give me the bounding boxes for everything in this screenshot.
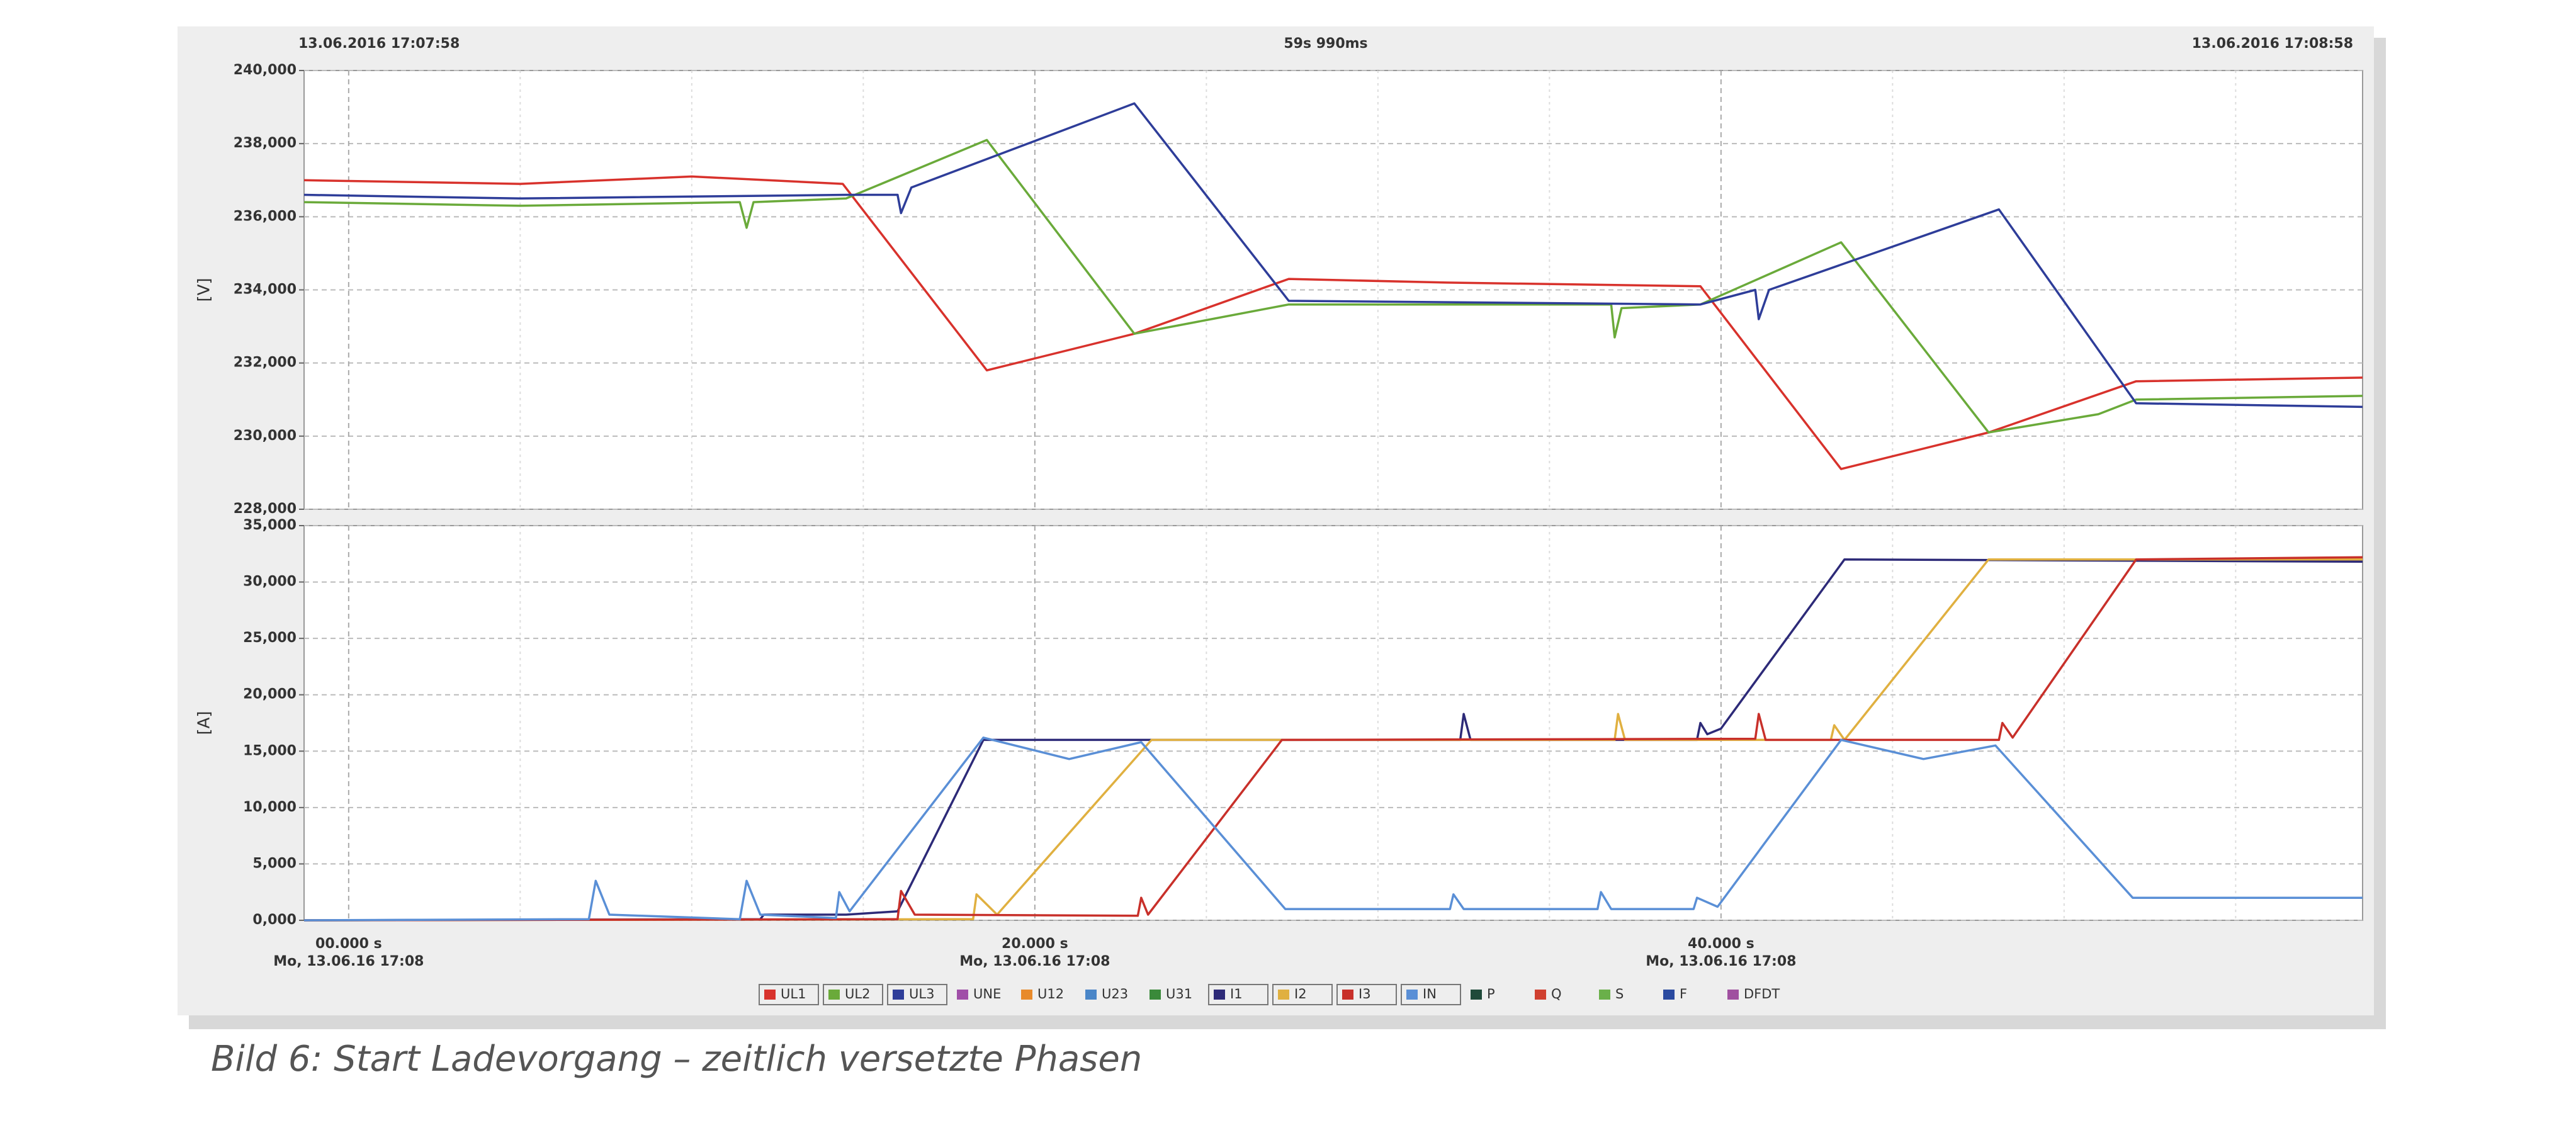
legend-label: UNE [973,986,1001,1002]
x-tick-date: Mo, 13.06.16 17:08 [959,954,1110,969]
legend-swatch [1342,990,1353,1000]
data-line [303,102,2363,409]
y-tick-label: 10,000 [243,799,297,815]
legend-swatch [893,990,904,1000]
legend-swatch [1535,990,1546,1000]
y-tick-label: 15,000 [243,743,297,759]
y-tick-label: 25,000 [243,630,297,646]
legend-swatch [1471,990,1482,1000]
legend-swatch [1663,990,1675,1000]
legend-label: I1 [1230,986,1243,1002]
x-tick-date: Mo, 13.06.16 17:08 [273,954,424,969]
legend-swatch [957,990,968,1000]
legend-swatch [1406,990,1418,1000]
legend-label: U23 [1102,986,1128,1002]
legend-box [1272,984,1333,1005]
data-line [303,736,2363,922]
legend-swatch [1214,990,1225,1000]
legend-label: IN [1423,986,1437,1002]
legend-label: F [1680,986,1687,1002]
legend-swatch [1085,990,1097,1000]
data-line [303,556,2363,922]
duration: 59s 990ms [1284,36,1367,52]
legend-swatch [828,990,840,1000]
x-tick-label: 40.000 s [1688,936,1754,952]
legend-swatch [1599,990,1610,1000]
legend-label: DFDT [1744,986,1780,1002]
y-tick-label: 238,000 [234,135,297,151]
legend-swatch [1021,990,1032,1000]
legend-swatch [1150,990,1161,1000]
legend-label: UL3 [909,986,934,1002]
legend-box [887,984,947,1005]
legend-label: U12 [1037,986,1064,1002]
caption: Bild 6: Start Ladevorgang – zeitlich ver… [211,1039,1142,1080]
legend-label: P [1487,986,1495,1002]
y-tick-label: 240,000 [234,62,297,78]
y-tick-label: 230,000 [234,428,297,444]
plot-area [303,70,2363,510]
y-tick-label: 5,000 [252,855,297,871]
legend-swatch [1278,990,1289,1000]
data-line [303,138,2363,434]
y-tick-label: 0,000 [252,912,297,928]
legend-box [1336,984,1397,1005]
y-tick-label: 236,000 [234,208,297,224]
y-tick-label: 228,000 [234,501,297,517]
legend-box [823,984,883,1005]
plot-area [303,525,2363,921]
x-tick-date: Mo, 13.06.16 17:08 [1646,954,1796,969]
end-time: 13.06.2016 17:08:58 [2192,36,2353,52]
y-tick-label: 232,000 [234,355,297,371]
data-line [303,558,2363,922]
y-tick-label: 30,000 [243,574,297,590]
legend-box [1401,984,1461,1005]
x-tick-label: 20.000 s [1002,936,1068,952]
y-axis-title: [A] [195,711,214,735]
y-axis-title: [V] [195,278,214,302]
legend-label: UL1 [781,986,806,1002]
x-tick-label: 00.000 s [315,936,382,952]
legend-swatch [1727,990,1739,1000]
legend-label: S [1615,986,1624,1002]
start-time: 13.06.2016 17:07:58 [298,36,460,52]
legend-label: I2 [1294,986,1307,1002]
legend-label: U31 [1166,986,1192,1002]
legend-box [1208,984,1268,1005]
legend-label: Q [1551,986,1562,1002]
y-tick-label: 234,000 [234,282,297,298]
legend-swatch [764,990,776,1000]
legend-box [759,984,819,1005]
legend-label: UL2 [845,986,870,1002]
legend-label: I3 [1359,986,1371,1002]
y-tick-label: 35,000 [243,517,297,533]
y-tick-label: 20,000 [243,687,297,703]
